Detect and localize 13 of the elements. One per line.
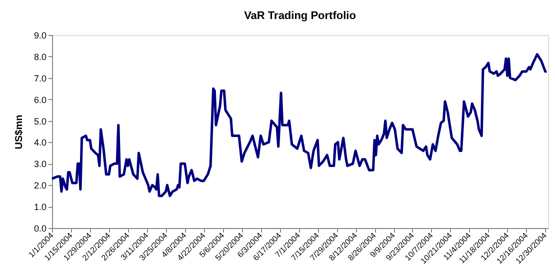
y-tick-label: 4.0 [34,138,46,148]
chart-title: VaR Trading Portfolio [244,10,356,22]
y-tick-label: 9.0 [34,30,46,40]
y-tick-label: 5.0 [34,116,46,126]
line-series [50,53,548,198]
y-tick-label: 8.0 [34,52,46,62]
y-tick-label: 0.0 [34,224,46,234]
y-tick-label: 7.0 [34,73,46,84]
y-tick-label: 1.0 [34,202,46,212]
y-tick-label: 2.0 [34,180,46,191]
y-axis-title: US$mn [14,114,25,150]
y-tick-label: 3.0 [34,159,46,170]
y-tick-label: 6.0 [34,94,46,105]
